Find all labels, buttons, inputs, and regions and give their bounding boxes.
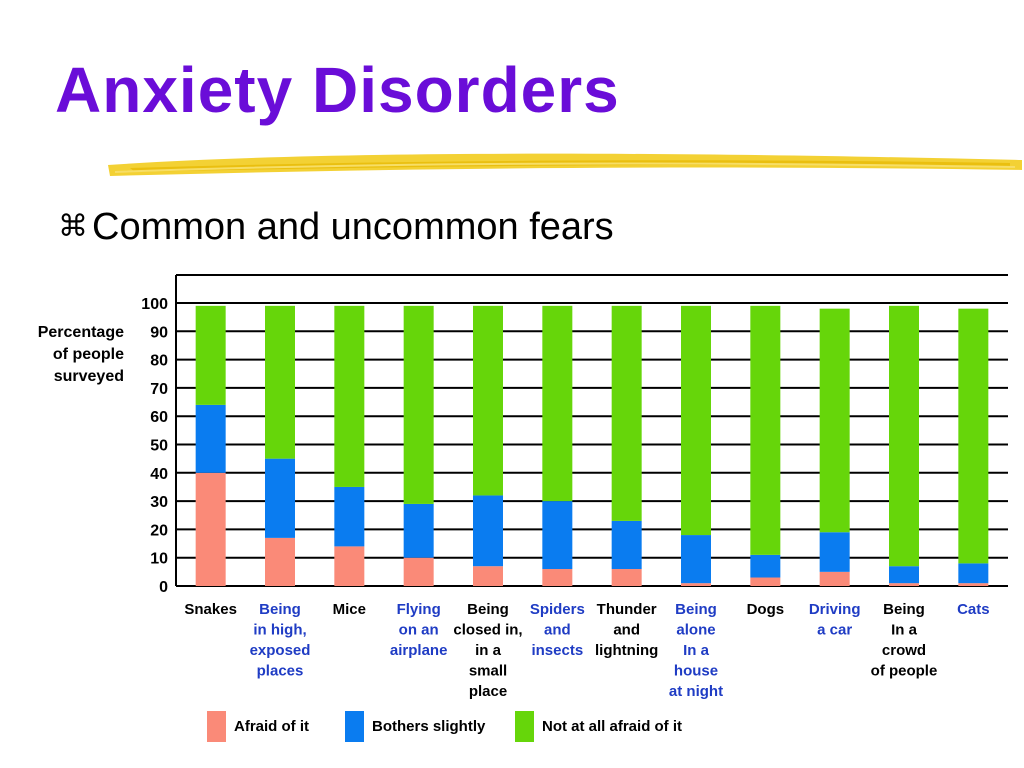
- y-tick-label: 100: [141, 296, 168, 313]
- x-category-label: of people: [871, 663, 938, 680]
- bar-segment-not-afraid: [473, 305, 503, 496]
- bar-segment-bothers: [750, 554, 781, 578]
- bar-segment-afraid: [750, 577, 781, 586]
- x-category-label: small: [469, 663, 507, 680]
- bar-segment-bothers: [473, 495, 503, 567]
- y-axis-label-line: surveyed: [53, 368, 124, 385]
- y-tick-label: 0: [159, 579, 168, 596]
- bar-segment-not-afraid: [750, 305, 781, 555]
- bar-segment-afraid: [819, 571, 850, 586]
- legend-label-not-afraid: Not at all afraid of it: [542, 717, 683, 735]
- x-category-label: airplane: [390, 642, 448, 659]
- x-category-label: Driving: [809, 601, 861, 618]
- bar-segment-bothers: [958, 563, 989, 584]
- bar-segment-not-afraid: [611, 305, 642, 521]
- x-category-label: lightning: [595, 642, 658, 659]
- slide-subtitle: Common and uncommon fears: [92, 206, 614, 248]
- bar-segment-afraid: [403, 557, 434, 586]
- x-category-label: places: [257, 663, 304, 680]
- bar-segment-bothers: [403, 503, 434, 558]
- bar-segment-not-afraid: [542, 305, 573, 502]
- bar-segment-afraid: [681, 583, 711, 586]
- bar-segment-not-afraid: [958, 308, 989, 564]
- x-category-label: Dogs: [747, 601, 785, 618]
- x-category-label: Being: [675, 601, 717, 618]
- x-category-label: insects: [531, 642, 583, 659]
- y-tick-label: 90: [150, 324, 168, 341]
- bar-segment-bothers: [542, 501, 573, 570]
- legend-label-afraid: Afraid of it: [234, 717, 309, 735]
- bar-segment-bothers: [265, 458, 295, 538]
- bar-segment-afraid: [542, 569, 573, 586]
- legend-swatch-afraid: [207, 710, 226, 742]
- legend-item-bothers: Bothers slightly: [345, 710, 485, 742]
- bar-segment-not-afraid: [265, 305, 295, 459]
- title-underline-brushstroke: [108, 153, 1022, 176]
- bar-segment-afraid: [334, 546, 365, 586]
- y-tick-label: 80: [150, 353, 168, 370]
- x-category-label: and: [613, 622, 640, 639]
- bar-segment-bothers: [195, 404, 226, 473]
- command-key-icon: ⌘: [58, 209, 88, 244]
- x-category-label: Cats: [957, 601, 990, 618]
- y-tick-label: 50: [150, 438, 168, 455]
- x-category-label: house: [674, 663, 718, 680]
- x-category-label: closed in,: [453, 622, 522, 639]
- slide-title: Anxiety Disorders: [55, 54, 620, 126]
- x-category-label: on an: [399, 622, 439, 639]
- bar-segment-afraid: [473, 566, 503, 586]
- x-category-label: crowd: [882, 642, 926, 659]
- legend-swatch-not-afraid: [515, 710, 534, 742]
- x-category-label: place: [469, 683, 507, 700]
- bar-segment-afraid: [889, 583, 919, 586]
- legend-item-not-afraid: Not at all afraid of it: [515, 710, 682, 742]
- bar-segment-afraid: [958, 583, 989, 586]
- x-category-label: Mice: [333, 601, 366, 618]
- x-category-label: alone: [676, 622, 715, 639]
- y-axis-label-line: of people: [52, 346, 124, 363]
- x-category-label: in a: [475, 642, 501, 659]
- bar-segment-bothers: [819, 532, 850, 572]
- x-category-label: Snakes: [184, 601, 237, 618]
- legend-item-afraid: Afraid of it: [207, 710, 309, 742]
- x-category-label: Flying: [397, 601, 441, 618]
- x-category-label: Being: [259, 601, 301, 618]
- bar-segment-afraid: [195, 472, 226, 586]
- x-category-label: Spiders: [530, 601, 585, 618]
- y-tick-label: 60: [150, 409, 168, 426]
- y-tick-label: 40: [150, 466, 168, 483]
- x-category-label: at night: [669, 683, 723, 700]
- legend-label-bothers: Bothers slightly: [372, 717, 486, 735]
- x-category-label: a car: [817, 622, 852, 639]
- x-category-label: Thunder: [597, 601, 657, 618]
- y-tick-label: 30: [150, 494, 168, 511]
- x-category-label: in high,: [253, 622, 306, 639]
- bar-segment-bothers: [889, 566, 919, 584]
- bar-segment-not-afraid: [889, 305, 919, 567]
- bar-segment-not-afraid: [819, 308, 850, 533]
- bar-segment-afraid: [265, 537, 295, 586]
- bar-segment-not-afraid: [403, 305, 434, 504]
- x-category-label: and: [544, 622, 571, 639]
- x-category-label: Being: [883, 601, 925, 618]
- bar-segment-bothers: [681, 535, 711, 584]
- y-axis-label-line: Percentage: [37, 324, 124, 341]
- x-category-label: Being: [467, 601, 509, 618]
- y-tick-label: 10: [150, 551, 168, 568]
- x-category-label: exposed: [250, 642, 311, 659]
- bar-segment-not-afraid: [681, 305, 711, 536]
- bar-segment-bothers: [611, 520, 642, 570]
- x-category-label: In a: [891, 622, 917, 639]
- y-tick-label: 70: [150, 381, 168, 398]
- x-category-label: In a: [683, 642, 709, 659]
- legend-swatch-bothers: [345, 710, 364, 742]
- bar-segment-not-afraid: [334, 305, 365, 487]
- y-axis-label: Percentage of people surveyed: [10, 322, 124, 388]
- bar-segment-not-afraid: [195, 305, 226, 405]
- bar-segment-afraid: [611, 569, 642, 586]
- y-tick-label: 20: [150, 522, 168, 539]
- bar-segment-bothers: [334, 486, 365, 547]
